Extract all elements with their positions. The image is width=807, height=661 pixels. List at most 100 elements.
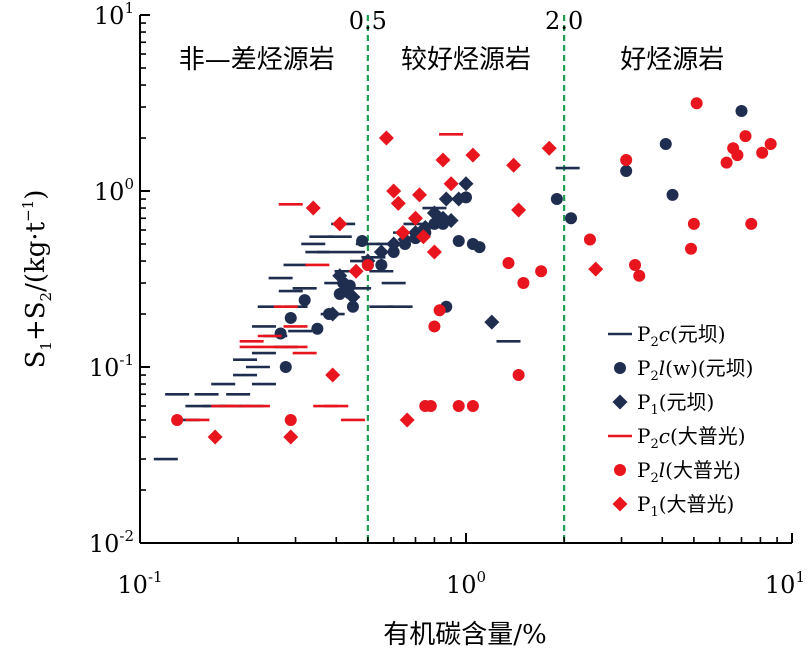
point-s2-1 [332, 268, 348, 284]
point-s4-25 [756, 146, 769, 159]
point-s2-14 [451, 191, 467, 207]
threshold-label-0: 0.5 [349, 7, 387, 35]
axes: 10-2 10-1 100 101 10-1 100 101 [89, 0, 805, 599]
y-tick-label-2: 100 [94, 175, 134, 206]
y-tick-label-3: 101 [94, 0, 134, 30]
point-s4-15 [629, 258, 642, 271]
point-s4-11 [517, 277, 530, 290]
point-s4-20 [720, 156, 733, 169]
point-s5-7 [386, 183, 402, 199]
point-s1-28 [659, 137, 672, 150]
series-2 [325, 176, 500, 330]
point-s5-11 [408, 210, 424, 226]
point-s1-25 [550, 193, 563, 206]
region-label-0: 非—差烃源岩 [179, 45, 335, 75]
point-s4-14 [620, 154, 633, 167]
point-s1-29 [666, 188, 679, 201]
series-4 [171, 97, 777, 426]
point-s5-3 [325, 367, 341, 383]
legend-item-2: P1(元坝) [637, 390, 714, 418]
x-tick-label-1: 100 [446, 568, 486, 599]
legend: P2c(元坝) P2l(w)(元坝) P1(元坝) P2c(大普光) P2l(大普光) P… [608, 322, 754, 520]
point-s2-13 [443, 212, 459, 228]
point-s4-1 [284, 413, 297, 426]
point-s5-8 [390, 195, 406, 211]
point-s4-0 [171, 413, 184, 426]
point-s5-4 [332, 216, 348, 232]
legend-marker-4 [614, 464, 626, 476]
legend-marker-2 [612, 394, 628, 410]
point-s2-12 [438, 191, 454, 207]
point-s5-9 [395, 225, 411, 241]
legend-item-5: P1(大普光) [637, 492, 734, 520]
legend-item-3: P2c(大普光) [637, 424, 746, 452]
point-s5-19 [511, 202, 527, 218]
point-s2-3 [345, 289, 361, 305]
point-s4-26 [764, 137, 777, 150]
x-tick-label-2: 101 [765, 568, 805, 599]
point-s5-17 [465, 147, 481, 163]
point-s5-5 [348, 263, 364, 279]
point-s1-21 [452, 234, 465, 247]
x-axis-title: 有机碳含量/% [383, 620, 546, 650]
point-s1-27 [620, 164, 633, 177]
point-s4-16 [633, 269, 646, 282]
y-tick-label-1: 10-1 [89, 351, 134, 382]
point-s4-8 [466, 400, 479, 413]
point-s2-5 [373, 244, 389, 260]
point-s1-12 [375, 258, 388, 271]
point-s4-23 [739, 130, 752, 143]
point-s1-10 [356, 234, 369, 247]
legend-item-0: P2c(元坝) [637, 322, 726, 350]
point-s5-12 [411, 187, 427, 203]
point-s2-16 [484, 314, 500, 330]
legend-item-4: P2l(大普光) [637, 458, 741, 486]
point-s2-0 [325, 306, 341, 322]
point-s4-4 [424, 400, 437, 413]
point-s5-2 [305, 200, 321, 216]
point-s4-10 [512, 369, 525, 382]
point-s4-12 [535, 265, 548, 278]
point-s5-18 [506, 157, 522, 173]
region-label-2: 好烃源岩 [620, 45, 724, 75]
point-s2-15 [458, 176, 474, 192]
point-s1-26 [565, 212, 578, 225]
y-tick-label-0: 10-2 [89, 527, 134, 558]
point-s5-6 [378, 130, 394, 146]
point-s4-7 [452, 400, 465, 413]
region-label-1: 较好烃源岩 [401, 45, 531, 75]
point-s4-17 [685, 242, 698, 255]
point-s1-30 [735, 104, 748, 117]
point-s1-2 [284, 311, 297, 324]
point-s4-18 [687, 217, 700, 230]
point-s5-14 [426, 244, 442, 260]
point-s4-13 [583, 233, 596, 246]
point-s5-0 [207, 429, 223, 445]
point-s1-3 [298, 294, 311, 307]
point-s2-6 [386, 236, 402, 252]
point-s4-24 [745, 217, 758, 230]
point-s4-2 [361, 258, 374, 271]
point-s4-22 [731, 149, 744, 162]
threshold-label-1: 2.0 [545, 7, 583, 35]
point-s5-16 [443, 176, 459, 192]
series-5 [207, 130, 604, 445]
point-s1-0 [274, 327, 287, 340]
x-tick-label-0: 10-1 [117, 568, 162, 599]
point-s5-20 [541, 140, 557, 156]
point-s5-21 [588, 261, 604, 277]
point-s5-1 [283, 429, 299, 445]
threshold-lines [366, 15, 566, 543]
legend-item-1: P2l(w)(元坝) [637, 356, 754, 384]
point-s1-4 [311, 322, 324, 335]
point-s1-1 [279, 361, 292, 373]
point-s1-9 [346, 300, 359, 313]
legend-marker-5 [612, 496, 628, 512]
point-s4-5 [428, 320, 441, 333]
point-s5-13 [415, 229, 431, 245]
data-points [153, 97, 777, 461]
point-s5-15 [435, 152, 451, 168]
y-axis-title: S1+S2/(kg·t−1) [19, 190, 55, 369]
